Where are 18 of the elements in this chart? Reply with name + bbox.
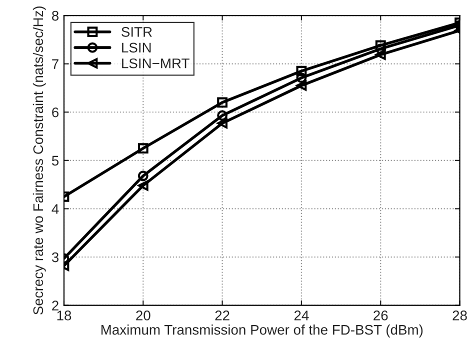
y-tick-label: 3 — [52, 252, 59, 262]
x-tick-label: 28 — [452, 310, 467, 320]
y-tick-label: 2 — [52, 300, 58, 310]
y-tick-label: 8 — [52, 10, 59, 21]
y-tick-label: 5 — [52, 156, 59, 166]
y-tick-label: 7 — [52, 59, 58, 69]
legend-label: LSIN — [122, 42, 151, 53]
x-tick-label: 26 — [374, 310, 388, 320]
x-tick-label: 20 — [136, 310, 150, 320]
legend-label: SITR — [122, 27, 152, 37]
y-tick-label: 6 — [52, 107, 59, 118]
y-tick-label: 4 — [52, 204, 59, 214]
y-axis-title: Secrecy rate wo Fairness Constraint (nats/sec/Hz) — [32, 6, 46, 315]
x-tick-label: 24 — [294, 310, 309, 320]
legend-label: LSIN−MRT — [122, 58, 190, 68]
x-axis-title: Maximum Transmission Power of the FD-BST (dBm) — [101, 324, 423, 338]
x-tick-label: 22 — [215, 310, 230, 320]
x-tick-label: 18 — [57, 310, 72, 320]
